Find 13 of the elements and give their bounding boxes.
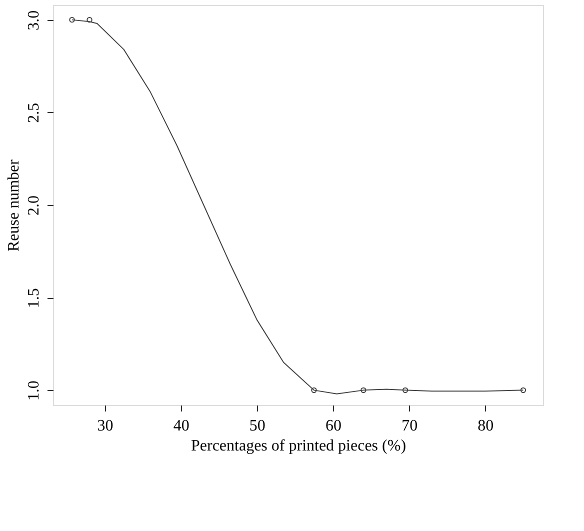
- x-tick-label: 50: [249, 418, 266, 434]
- x-tick-label: 30: [97, 418, 114, 434]
- y-tick-label: 1.0: [26, 380, 42, 401]
- y-tick-label: 2.5: [26, 102, 42, 123]
- y-tick-label: 3.0: [26, 10, 42, 30]
- y-tick-label: 2.0: [26, 196, 42, 216]
- x-axis-title: Percentages of printed pieces (%): [190, 438, 406, 454]
- x-tick-label: 40: [173, 418, 190, 434]
- x-tick-label: 70: [402, 418, 418, 434]
- x-tick-label: 60: [326, 418, 342, 434]
- y-axis-title: Reuse number: [6, 158, 22, 252]
- y-tick-label: 1.5: [26, 288, 42, 308]
- x-tick-label: 80: [478, 418, 494, 434]
